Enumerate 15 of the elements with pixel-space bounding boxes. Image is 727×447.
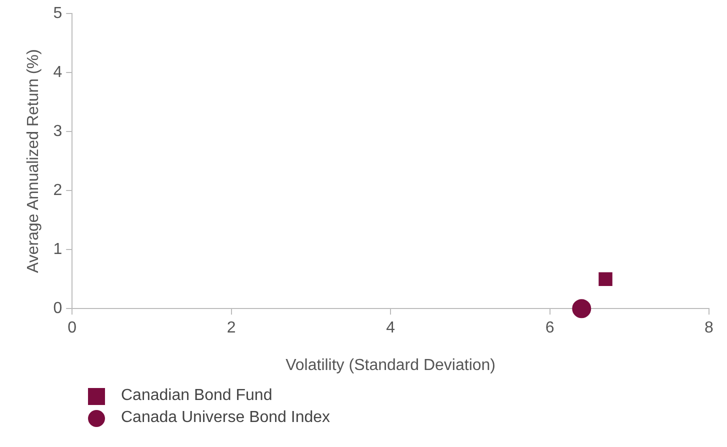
x-tick-label: 6 [545, 320, 554, 337]
x-tick-label: 0 [68, 320, 77, 337]
y-axis-title: Average Annualized Return (%) [25, 49, 42, 274]
y-tick-label: 0 [53, 300, 62, 318]
x-tick-label: 8 [704, 320, 714, 337]
x-tick-label: 2 [226, 320, 236, 337]
y-tick-label: 3 [53, 123, 62, 140]
x-axis-title: Volatility (Standard Deviation) [286, 356, 496, 374]
y-tick-label: 5 [53, 5, 62, 22]
y-tick-label: 1 [53, 241, 62, 258]
y-tick-label: 4 [53, 64, 62, 82]
x-tick-label: 4 [386, 320, 396, 337]
y-tick-label: 2 [53, 182, 62, 200]
legend-label: Canada Universe Bond Index [121, 409, 330, 427]
legend-label: Canadian Bond Fund [121, 387, 272, 405]
